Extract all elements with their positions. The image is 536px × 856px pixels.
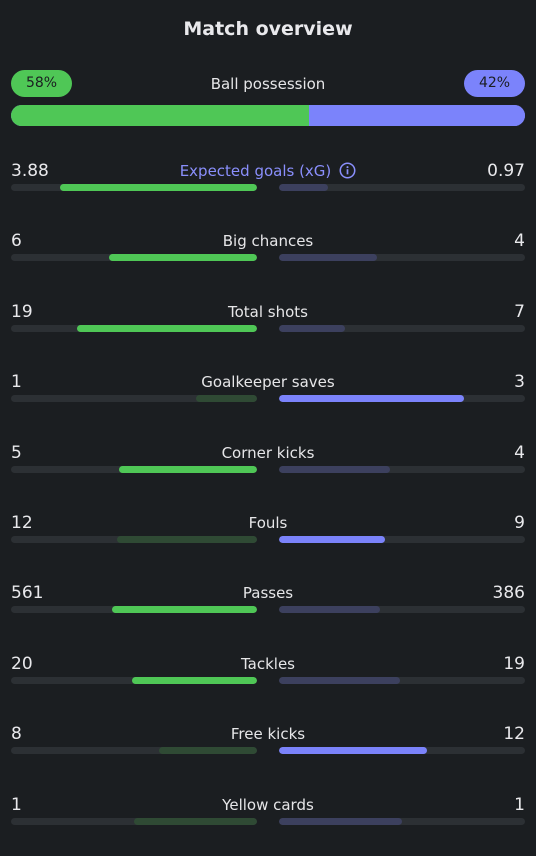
away-stat-value: 4 [514,231,525,251]
home-stat-value: 20 [11,654,33,674]
home-stat-bar [11,395,257,402]
stat-label-text: Free kicks [230,725,306,743]
home-stat-value: 5 [11,443,22,463]
stat-label: Corner kicks [0,442,536,464]
stat-label: Goalkeeper saves [0,371,536,393]
home-stat-bar [11,466,257,473]
home-stat-bar-fill [131,677,257,684]
away-stat-value: 386 [492,583,525,603]
stat-label[interactable]: Expected goals (xG) [0,160,536,182]
home-stat-bar [11,677,257,684]
info-icon[interactable] [339,162,356,179]
away-stat-bar [279,747,525,754]
stat-row: 8 Free kicks 12 [0,723,536,783]
away-stat-bar-fill [279,254,378,261]
panel-title: Match overview [183,18,353,40]
home-stat-bar [11,536,257,543]
home-stat-value: 1 [11,372,22,392]
away-stat-bar [279,677,525,684]
possession-bar-away [309,105,525,126]
home-stat-bar-fill [111,606,257,613]
away-stat-bar-fill [279,395,464,402]
away-stat-value: 1 [514,795,525,815]
away-stat-value: 0.97 [487,161,525,181]
away-stat-bar [279,606,525,613]
away-stat-bar [279,184,525,191]
home-stat-bar [11,747,257,754]
stat-row: 20 Tackles 19 [0,653,536,713]
away-stat-bar-fill [279,606,380,613]
home-stat-value: 3.88 [11,161,49,181]
stat-label: Tackles [0,653,536,675]
stat-row: 1 Goalkeeper saves 3 [0,371,536,431]
stat-row: 5 Corner kicks 4 [0,442,536,502]
stat-label: Passes [0,582,536,604]
possession-bar-home [11,105,310,126]
stat-label: Fouls [0,512,536,534]
home-stat-value: 12 [11,513,33,533]
home-possession-badge: 58% [11,70,72,97]
away-stat-value: 19 [503,654,525,674]
away-stat-bar-fill [279,325,346,332]
away-stat-bar [279,254,525,261]
home-stat-bar-fill [119,466,257,473]
stat-label-text: Expected goals (xG) [179,162,332,180]
stat-label: Yellow cards [0,794,536,816]
stat-label: Free kicks [0,723,536,745]
home-stat-value: 6 [11,231,22,251]
home-stat-bar-fill [60,184,257,191]
away-stat-bar [279,325,525,332]
home-stat-value: 1 [11,795,22,815]
stat-label-text: Big chances [222,232,314,250]
home-stat-bar [11,606,257,613]
possession-bar [11,105,525,126]
home-stat-bar-fill [116,536,257,543]
away-stat-value: 7 [514,302,525,322]
stat-row: 561 Passes 386 [0,582,536,642]
home-stat-value: 8 [11,724,22,744]
stat-label-text: Fouls [248,514,288,532]
away-stat-bar [279,818,525,825]
away-stat-bar-fill [279,184,329,191]
home-stat-bar-fill [158,747,257,754]
home-stat-bar-fill [195,395,257,402]
stat-row: 1 Yellow cards 1 [0,794,536,854]
home-stat-bar-fill [77,325,257,332]
stat-row: 6 Big chances 4 [0,230,536,290]
stat-label-text: Goalkeeper saves [201,373,335,391]
away-stat-bar-fill [279,747,427,754]
away-stat-bar [279,466,525,473]
away-stat-bar-fill [279,536,385,543]
stat-label-text: Passes [242,584,294,602]
away-stat-value: 9 [514,513,525,533]
stat-row: 19 Total shots 7 [0,301,536,361]
home-stat-bar [11,184,257,191]
stat-label-text: Total shots [228,303,308,321]
stat-label-text: Corner kicks [221,444,315,462]
away-stat-value: 4 [514,443,525,463]
home-stat-bar-fill [134,818,257,825]
stat-label: Total shots [0,301,536,323]
away-stat-bar-fill [279,677,400,684]
home-stat-bar [11,325,257,332]
home-stat-bar [11,818,257,825]
home-stat-bar [11,254,257,261]
stat-row: 12 Fouls 9 [0,512,536,572]
stat-label-text: Tackles [240,655,296,673]
away-stat-bar-fill [279,818,402,825]
away-stat-bar [279,395,525,402]
possession-label: Ball possession [210,75,326,93]
away-stat-value: 3 [514,372,525,392]
stat-label-text: Yellow cards [222,796,314,814]
away-stat-bar [279,536,525,543]
home-stat-bar-fill [109,254,257,261]
home-stat-value: 19 [11,302,33,322]
home-stat-value: 561 [11,583,44,603]
away-stat-value: 12 [503,724,525,744]
away-stat-bar-fill [279,466,390,473]
stat-label: Big chances [0,230,536,252]
stat-row: 3.88 Expected goals (xG) 0.97 [0,160,536,220]
away-possession-badge: 42% [464,70,525,97]
